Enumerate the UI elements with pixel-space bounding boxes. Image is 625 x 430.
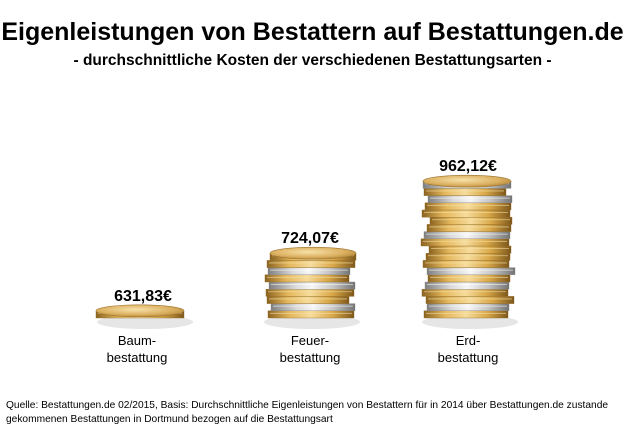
category-label: Baum- [118,333,156,348]
category-label: bestattung [280,350,341,365]
value-label: 724,07€ [281,230,339,247]
chart-subtitle: - durchschnittliche Kosten der verschied… [73,52,552,69]
source-note: Quelle: Bestattungen.de 02/2015, Basis: … [6,400,609,425]
value-label: 962,12€ [439,158,497,175]
category-label: bestattung [438,350,499,365]
category-label: Erd- [456,333,481,348]
coin-stack-bar [264,246,360,329]
chart-title: Eigenleistungen von Bestattern auf Besta… [1,18,624,46]
category-label: bestattung [107,350,168,365]
category-label: Feuer- [291,333,329,348]
coin-stack-bar [420,174,518,329]
value-label: 631,83€ [114,288,172,305]
coin-stack-bar [95,304,193,329]
